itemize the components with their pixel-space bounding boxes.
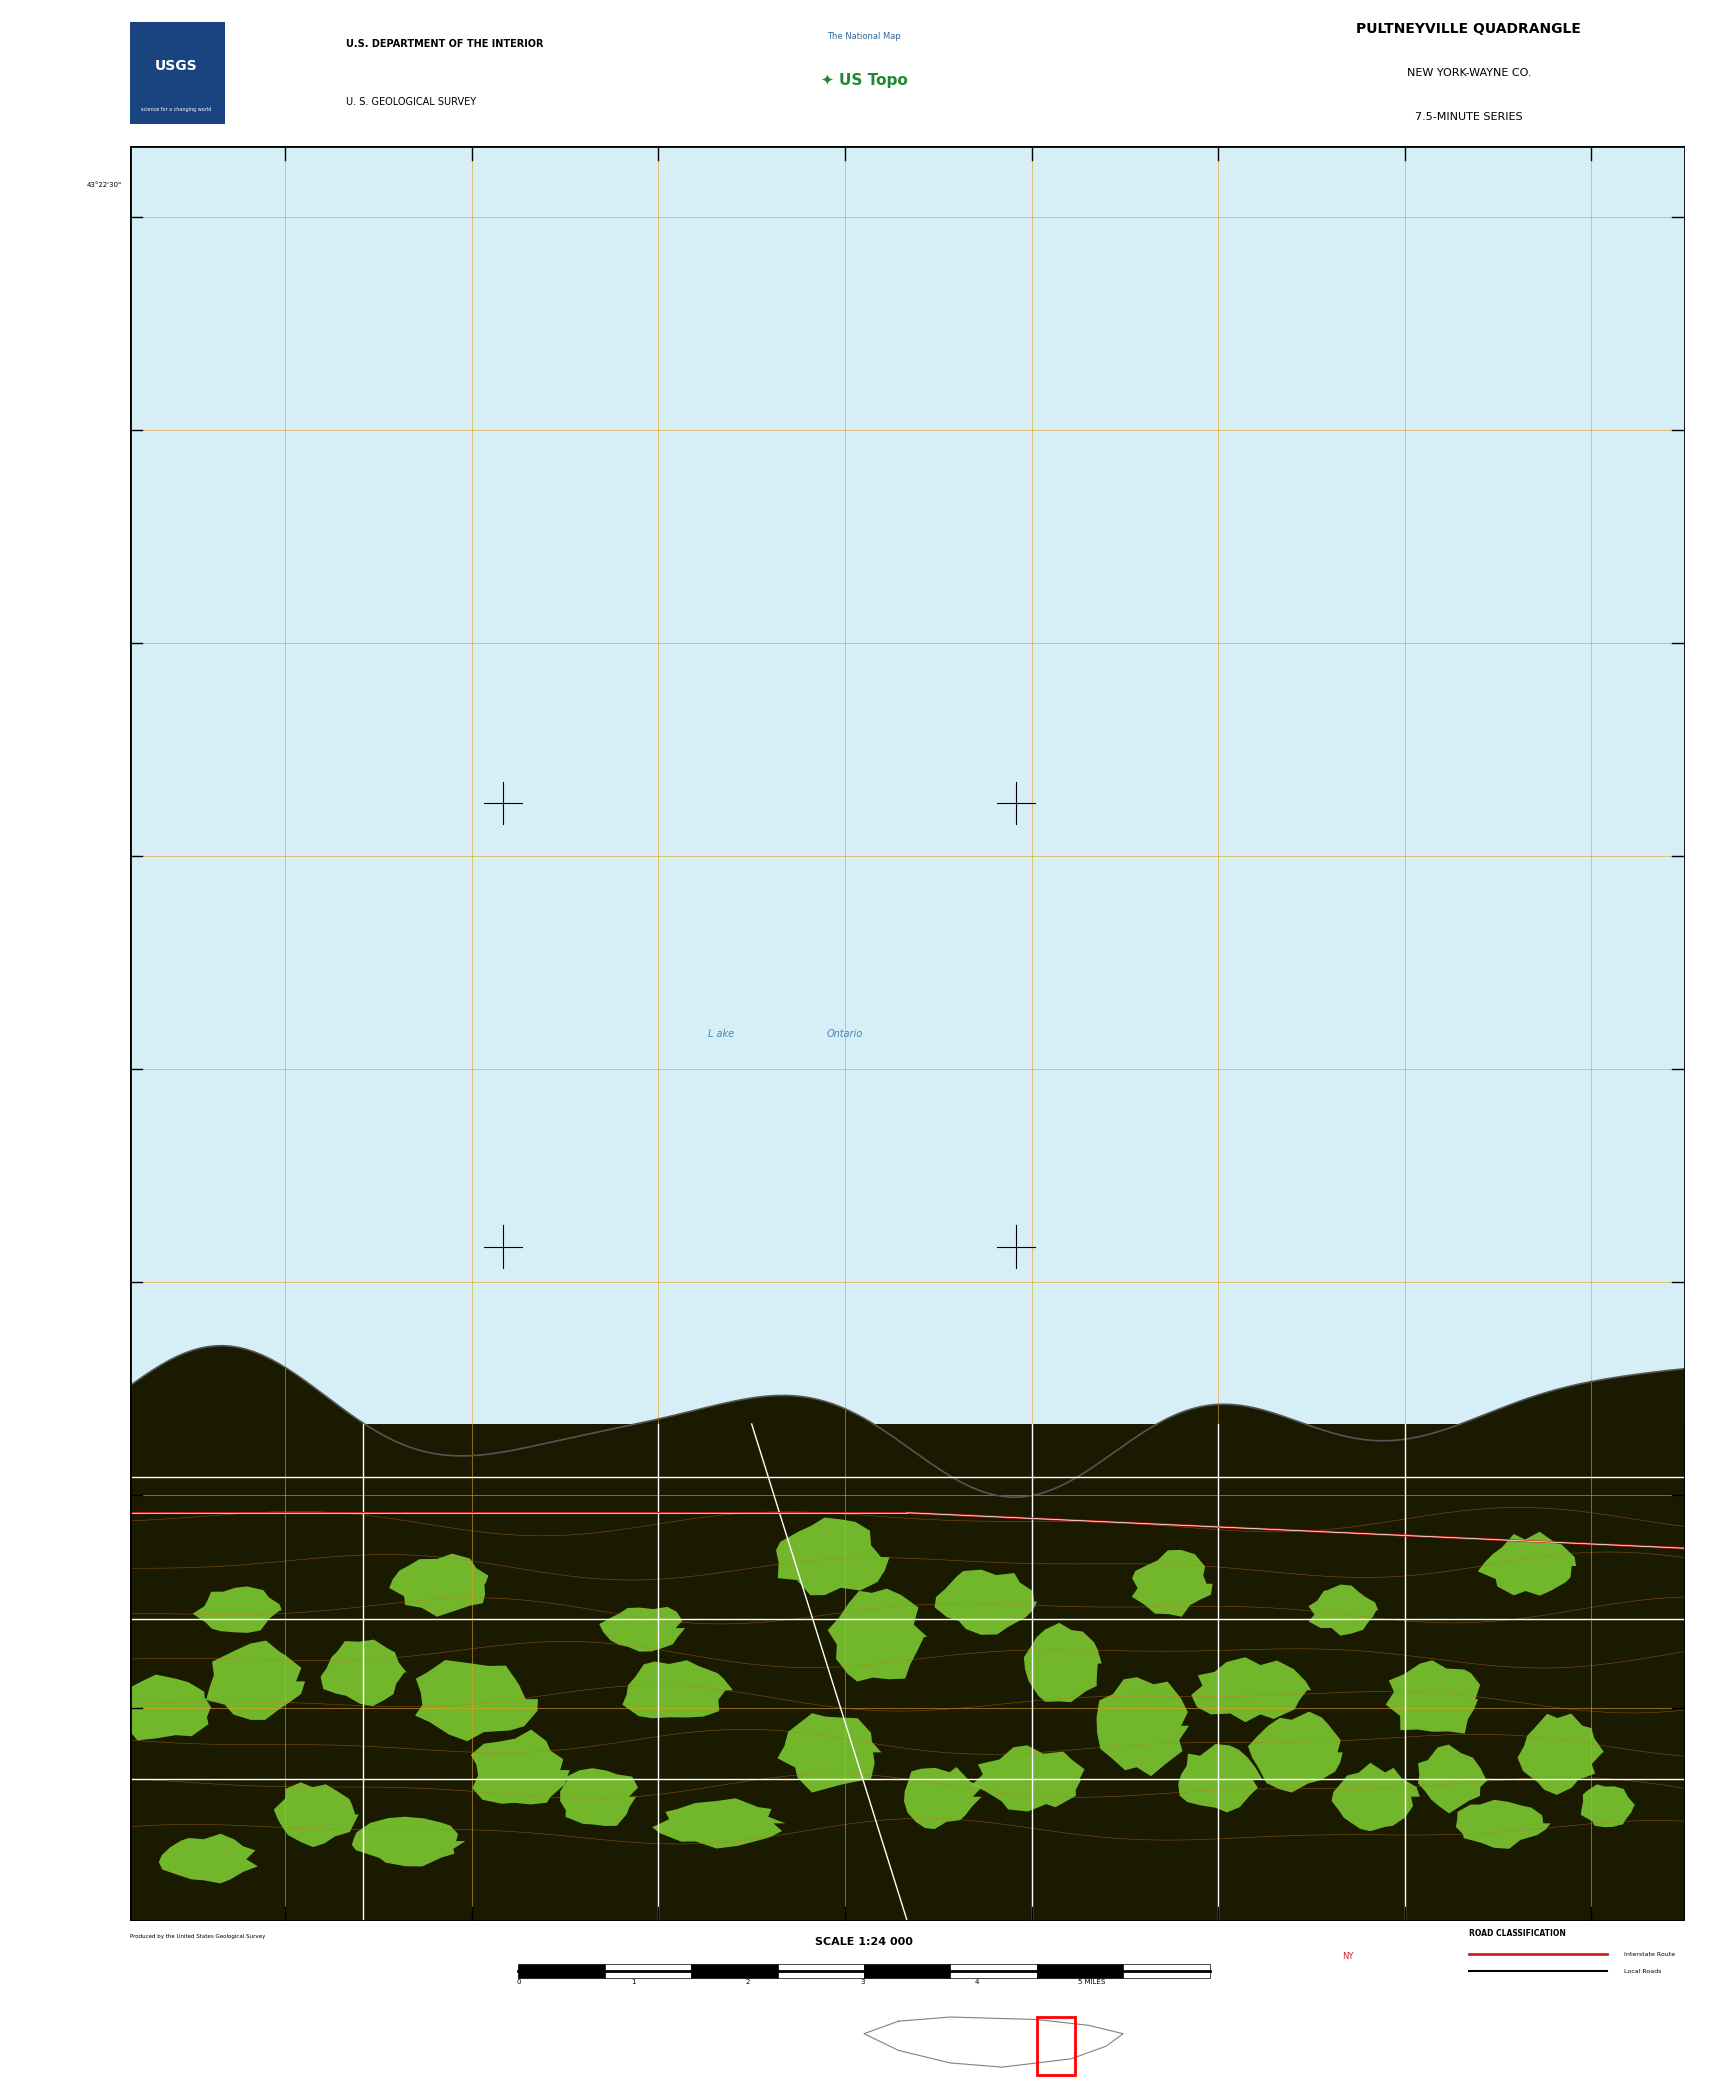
Polygon shape bbox=[1419, 1746, 1490, 1812]
Text: Produced by the United States Geological Survey: Produced by the United States Geological… bbox=[130, 1933, 264, 1938]
Polygon shape bbox=[353, 1817, 465, 1867]
Bar bbox=[518, 1965, 605, 1977]
Polygon shape bbox=[159, 1833, 257, 1883]
Text: 5 MILES: 5 MILES bbox=[1078, 1979, 1106, 1984]
Polygon shape bbox=[321, 1639, 406, 1706]
Text: ✦ US Topo: ✦ US Topo bbox=[821, 73, 907, 88]
Polygon shape bbox=[828, 1589, 928, 1681]
Polygon shape bbox=[622, 1660, 733, 1718]
Polygon shape bbox=[472, 1729, 570, 1804]
Text: PULTNEYVILLE QUADRANGLE: PULTNEYVILLE QUADRANGLE bbox=[1356, 23, 1581, 35]
Text: 1: 1 bbox=[631, 1979, 636, 1984]
Text: 2: 2 bbox=[746, 1979, 750, 1984]
Polygon shape bbox=[1248, 1712, 1343, 1794]
Text: 0: 0 bbox=[517, 1979, 520, 1984]
Polygon shape bbox=[1097, 1677, 1189, 1777]
Bar bbox=[691, 1965, 778, 1977]
Polygon shape bbox=[776, 1518, 890, 1595]
Text: science for a changing world: science for a changing world bbox=[142, 106, 211, 113]
Bar bbox=[864, 1965, 950, 1977]
Text: 43°22'30": 43°22'30" bbox=[86, 182, 121, 188]
Polygon shape bbox=[1191, 1658, 1312, 1723]
Text: L ake: L ake bbox=[707, 1029, 734, 1038]
Polygon shape bbox=[560, 1769, 638, 1827]
Polygon shape bbox=[651, 1798, 785, 1848]
Polygon shape bbox=[1517, 1714, 1604, 1796]
Text: Interstate Route: Interstate Route bbox=[1624, 1952, 1676, 1956]
Text: U.S. DEPARTMENT OF THE INTERIOR: U.S. DEPARTMENT OF THE INTERIOR bbox=[346, 40, 543, 48]
Text: The National Map: The National Map bbox=[828, 31, 900, 42]
Polygon shape bbox=[935, 1570, 1037, 1635]
Text: SCALE 1:24 000: SCALE 1:24 000 bbox=[816, 1938, 912, 1946]
Polygon shape bbox=[1457, 1800, 1550, 1848]
Text: 4: 4 bbox=[975, 1979, 980, 1984]
Polygon shape bbox=[273, 1783, 359, 1848]
Text: 7.5-MINUTE SERIES: 7.5-MINUTE SERIES bbox=[1415, 113, 1522, 121]
Polygon shape bbox=[778, 1714, 881, 1794]
Bar bbox=[1037, 1965, 1123, 1977]
Bar bbox=[605, 1965, 691, 1977]
Bar bbox=[1037, 2017, 1075, 2075]
Polygon shape bbox=[1178, 1743, 1261, 1812]
Polygon shape bbox=[973, 1746, 1085, 1812]
Text: ROAD CLASSIFICATION: ROAD CLASSIFICATION bbox=[1469, 1929, 1566, 1938]
Text: NY: NY bbox=[1343, 1952, 1353, 1961]
Text: U. S. GEOLOGICAL SURVEY: U. S. GEOLOGICAL SURVEY bbox=[346, 98, 475, 106]
Polygon shape bbox=[1386, 1660, 1481, 1733]
Polygon shape bbox=[904, 1766, 982, 1829]
Bar bbox=[778, 1965, 864, 1977]
Text: Ontario: Ontario bbox=[826, 1029, 864, 1038]
Text: USGS: USGS bbox=[156, 58, 197, 73]
Text: NEW YORK-WAYNE CO.: NEW YORK-WAYNE CO. bbox=[1407, 69, 1531, 77]
Polygon shape bbox=[206, 1641, 306, 1721]
FancyBboxPatch shape bbox=[130, 23, 225, 125]
Polygon shape bbox=[415, 1660, 537, 1741]
Polygon shape bbox=[1332, 1762, 1420, 1831]
Bar bbox=[1123, 1965, 1210, 1977]
Polygon shape bbox=[1581, 1785, 1635, 1827]
Bar bbox=[130, 146, 1685, 1424]
Polygon shape bbox=[389, 1553, 489, 1616]
Text: 3: 3 bbox=[861, 1979, 866, 1984]
Polygon shape bbox=[600, 1608, 686, 1652]
Bar bbox=[130, 1424, 1685, 1921]
Text: Local Roads: Local Roads bbox=[1624, 1969, 1662, 1973]
Polygon shape bbox=[107, 1675, 211, 1741]
Polygon shape bbox=[1477, 1533, 1576, 1595]
Bar bbox=[950, 1965, 1037, 1977]
Polygon shape bbox=[194, 1587, 282, 1633]
Polygon shape bbox=[1132, 1549, 1213, 1616]
Polygon shape bbox=[1025, 1622, 1102, 1702]
Polygon shape bbox=[1308, 1585, 1379, 1635]
Polygon shape bbox=[130, 1345, 1685, 1497]
